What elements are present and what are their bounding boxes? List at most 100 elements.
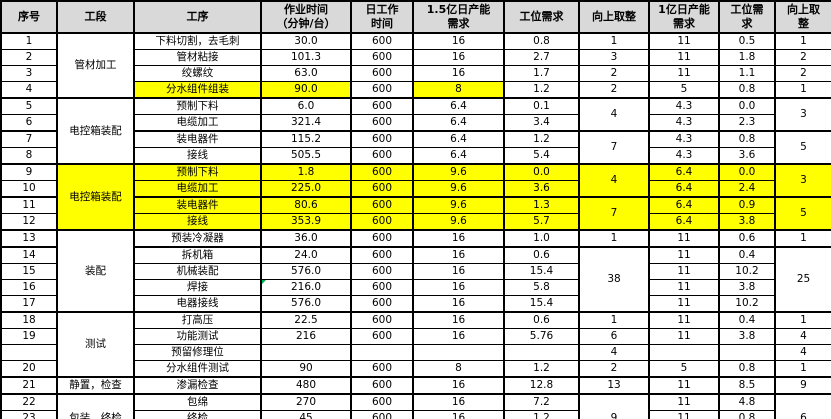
process-cell: 接线 [133,213,262,231]
demand-100m-cell: 11 [648,263,720,280]
demand-150m-cell: 8 [412,81,505,99]
round-up-100m-cell: 5 [774,130,831,165]
process-cell: 终检 [133,410,262,419]
station-demand-100m-cell: 2.3 [718,114,776,132]
work-time-cell: 45 [260,410,352,419]
demand-150m-cell: 16 [412,263,505,280]
stage-cell: 测试 [56,311,135,378]
station-demand-150m-cell: 15.4 [503,295,580,313]
demand-150m-cell: 16 [412,393,505,411]
station-demand-100m-cell [718,344,776,361]
daily-work-time-cell: 600 [350,360,414,378]
table-row: 23 终检 45 600 16 1.2 11 0.8 [0,410,831,419]
table-row: 21 静置，检查 渗漏检查 480 600 16 12.8 13 11 8.5 9 [0,376,831,395]
station-demand-100m-cell: 10.2 [718,295,776,313]
stage-cell: 装配 [56,229,135,313]
table-row: 22 包装，终检 包绵 270 600 16 7.2 9 11 4.8 6 [0,393,831,419]
seq-cell: 23 [0,410,58,419]
seq-cell: 17 [0,295,58,313]
daily-work-time-cell: 600 [350,180,414,198]
table-row: 预留修理位 4 4 [0,344,831,361]
work-time-cell: 30.0 [260,32,352,50]
work-time-cell: 576.0 [260,263,352,280]
work-time-cell: 216.0 [260,279,352,296]
work-time-cell: 480 [260,376,352,395]
seq-cell: 5 [0,97,58,115]
process-cell: 机械装配 [133,263,262,280]
round-up-100m-cell: 3 [774,97,831,132]
work-time-cell: 6.0 [260,97,352,115]
work-time-cell: 90.0 [260,81,352,99]
demand-150m-cell: 16 [412,32,505,50]
process-cell: 管材粘接 [133,49,262,66]
demand-100m-cell: 11 [648,32,720,50]
header-round-up-150m: 向上取整 [578,0,650,34]
station-demand-150m-cell: 7.2 [503,393,580,411]
seq-cell: 22 [0,393,58,411]
daily-work-time-cell: 600 [350,130,414,148]
station-demand-100m-cell: 3.8 [718,328,776,345]
table-row: 6 电缆加工 321.4 600 6.4 3.4 4.3 2.3 [0,114,831,132]
round-up-150m-cell: 2 [578,81,650,99]
seq-cell: 7 [0,130,58,148]
demand-100m-cell: 11 [648,279,720,296]
work-time-cell: 353.9 [260,213,352,231]
table-row: 3 绞螺纹 63.0 600 16 1.7 2 11 1.1 2 [0,65,831,82]
work-time-cell: 80.6 [260,196,352,214]
station-demand-150m-cell: 1.0 [503,229,580,248]
process-cell: 电器接线 [133,295,262,313]
daily-work-time-cell: 600 [350,65,414,82]
seq-cell: 18 [0,311,58,329]
daily-work-time-cell: 600 [350,328,414,345]
daily-work-time-cell: 600 [350,295,414,313]
header-process: 工序 [133,0,262,34]
header-demand-150m: 1.5亿日产能 需求 [412,0,505,34]
demand-100m-cell: 11 [648,376,720,395]
daily-work-time-cell: 600 [350,32,414,50]
round-up-100m-cell: 2 [774,65,831,82]
round-up-100m-cell: 1 [774,229,831,248]
seq-cell: 8 [0,147,58,165]
station-demand-100m-cell: 0.8 [718,410,776,419]
demand-100m-cell: 11 [648,328,720,345]
round-up-100m-cell: 25 [774,246,831,313]
process-cell: 接线 [133,147,262,165]
header-stage: 工段 [56,0,135,34]
round-up-100m-cell: 1 [774,32,831,50]
seq-cell: 16 [0,279,58,296]
seq-cell: 15 [0,263,58,280]
seq-cell: 3 [0,65,58,82]
demand-150m-cell: 16 [412,246,505,264]
seq-cell: 13 [0,229,58,248]
round-up-150m-cell: 1 [578,229,650,248]
table-row: 1 管材加工 下料切割，去毛刺 30.0 600 16 0.8 1 11 0.5 1 [0,32,831,99]
station-demand-150m-cell: 3.4 [503,114,580,132]
station-demand-100m-cell: 0.0 [718,163,776,181]
demand-150m-cell: 6.4 [412,147,505,165]
stage-cell: 管材加工 [56,32,135,99]
round-up-150m-cell: 6 [578,328,650,345]
round-up-100m-cell: 1 [774,311,831,329]
round-up-150m-cell: 7 [578,130,650,165]
demand-150m-cell: 6.4 [412,130,505,148]
demand-150m-cell: 16 [412,49,505,66]
daily-work-time-cell: 600 [350,147,414,165]
work-time-cell: 101.3 [260,49,352,66]
work-time-cell: 90 [260,360,352,378]
demand-150m-cell: 16 [412,65,505,82]
round-up-100m-cell: 5 [774,196,831,231]
table-row: 7 装电器件 115.2 600 6.4 1.2 7 4.3 0.8 5 [0,130,831,165]
table-row: 16 焊接 216.0 600 16 5.8 11 3.8 [0,279,831,296]
seq-cell [0,344,58,361]
round-up-150m-cell: 1 [578,311,650,329]
work-time-cell: 270 [260,393,352,411]
demand-100m-cell: 11 [648,295,720,313]
demand-150m-cell: 9.6 [412,180,505,198]
stage-cell: 包装，终检 [56,393,135,419]
demand-100m-cell: 11 [648,229,720,248]
daily-work-time-cell: 600 [350,246,414,264]
demand-150m-cell [412,344,505,361]
daily-work-time-cell: 600 [350,376,414,395]
table-row: 15 机械装配 576.0 600 16 15.4 11 10.2 [0,263,831,280]
